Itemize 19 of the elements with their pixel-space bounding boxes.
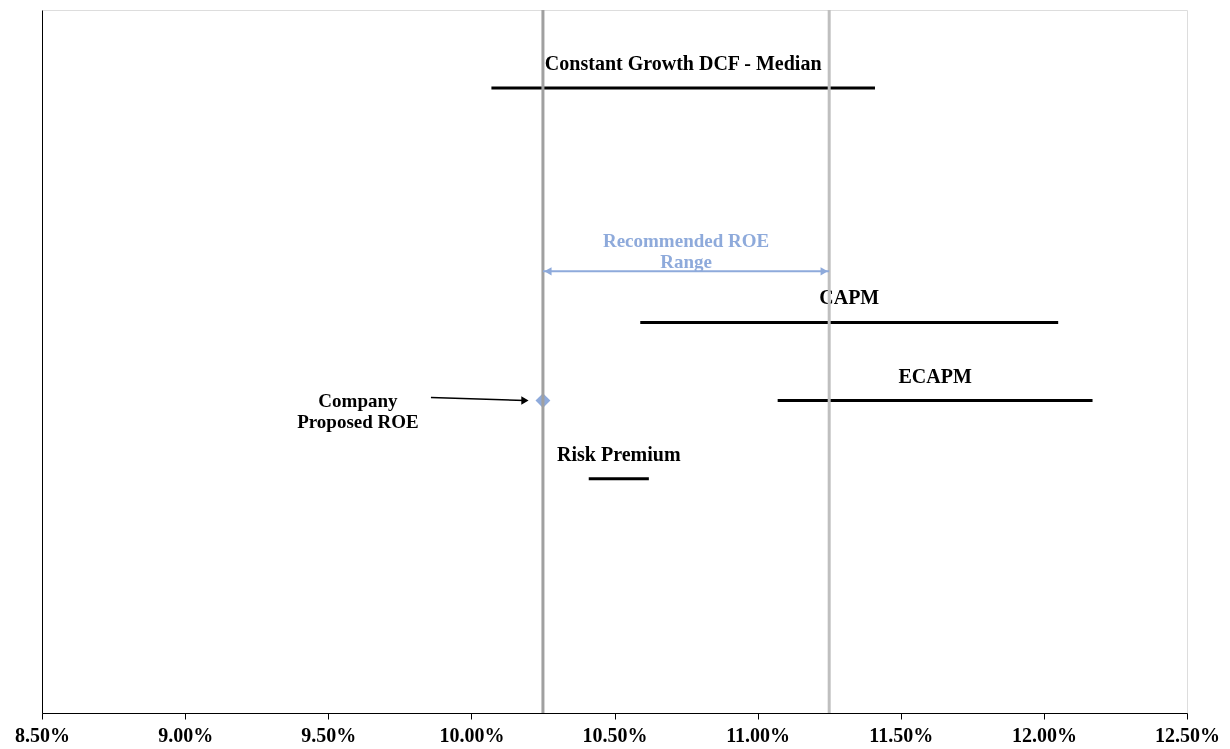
y-tick-label: Risk Premium bbox=[557, 442, 681, 465]
y-tick-label: ECAPM bbox=[898, 364, 972, 387]
annotation: Recommended ROE Range bbox=[602, 230, 770, 273]
x-tick-label: 12.50% bbox=[1155, 723, 1220, 746]
text: Company Proposed ROE bbox=[297, 389, 419, 432]
bar bbox=[491, 86, 875, 90]
x-tick-label: 9.50% bbox=[301, 723, 357, 746]
x-tick-label: 11.00% bbox=[726, 723, 791, 746]
bar bbox=[640, 320, 1059, 324]
x-tick-label: 11.50% bbox=[869, 723, 934, 746]
x-tick-label: 8.50% bbox=[15, 723, 70, 746]
y-tick-label: Constant Growth DCF - Median bbox=[544, 52, 822, 75]
x-tick-label: 10.00% bbox=[439, 723, 505, 746]
y-tick-label: CAPM bbox=[819, 286, 880, 309]
x-tick-label: 12.00% bbox=[1011, 723, 1077, 746]
x-tick-label: 9.00% bbox=[158, 723, 214, 746]
bar bbox=[588, 477, 649, 481]
bar bbox=[777, 399, 1093, 403]
x-tick-label: 10.50% bbox=[582, 723, 648, 746]
